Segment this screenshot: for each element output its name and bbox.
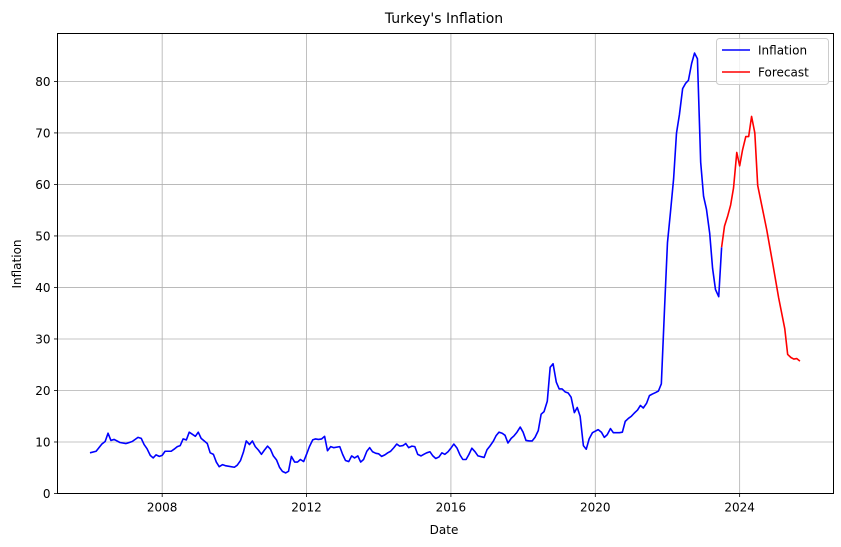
y-tick-label: 70 (35, 126, 50, 140)
legend: Inflation Forecast (716, 38, 829, 85)
y-tick-label: 50 (35, 229, 50, 243)
x-tick-label: 2016 (436, 501, 467, 515)
y-tick-label: 10 (35, 435, 50, 449)
y-tick-label: 20 (35, 384, 50, 398)
series-line-forecast (720, 115, 801, 362)
y-tick-label: 60 (35, 178, 50, 192)
chart-title: Turkey's Inflation (384, 11, 503, 27)
y-tick-label: 80 (35, 75, 50, 89)
y-tick-label: 30 (35, 332, 50, 346)
legend-label-forecast: Forecast (758, 66, 809, 80)
series-lines (89, 52, 801, 474)
y-tick-label: 0 (43, 487, 51, 501)
y-tick-label: 40 (35, 281, 50, 295)
plot-frame (57, 33, 834, 494)
x-axis-label: Date (430, 523, 459, 537)
axis-ticks: 2008 2012 2016 2020 2024 0 10 20 30 40 50 60 70 80 (35, 75, 755, 515)
x-tick-label: 2008 (147, 501, 178, 515)
y-axis-label: Inflation (10, 239, 24, 288)
x-tick-label: 2024 (724, 501, 755, 515)
legend-label-inflation: Inflation (758, 44, 807, 58)
series-line-inflation (89, 52, 723, 474)
x-tick-label: 2012 (291, 501, 322, 515)
x-tick-label: 2020 (580, 501, 611, 515)
